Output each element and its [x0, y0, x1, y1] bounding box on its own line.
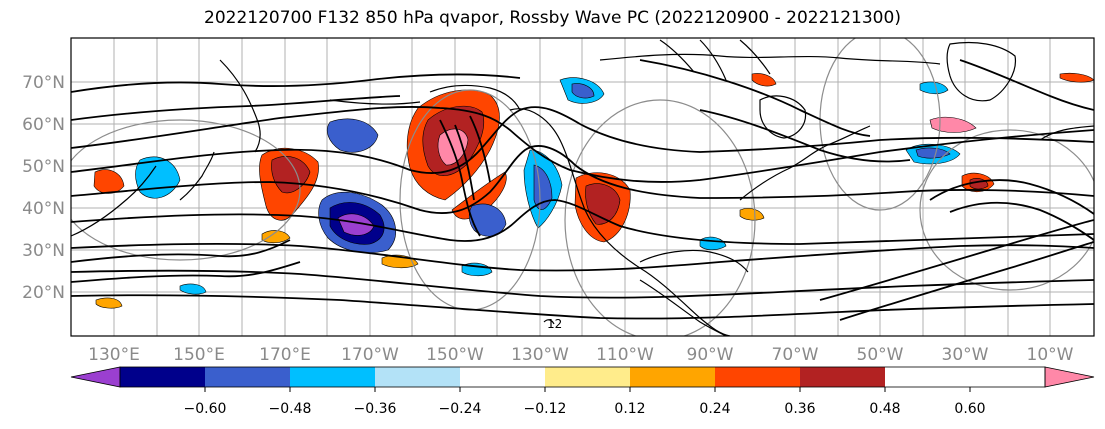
map-frame — [70, 37, 1095, 337]
lon-label: 10°W — [1027, 345, 1074, 365]
anomaly-negative-aleutian — [327, 118, 379, 153]
lon-label: 150°W — [426, 345, 484, 365]
colorbar-segment — [375, 367, 460, 387]
anomaly-positive-asia — [93, 169, 125, 194]
colorbar-segment — [800, 367, 885, 387]
anomaly-positive-gulf — [739, 208, 765, 221]
colorbar-frame — [119, 366, 1046, 388]
colorbar-tick-label: 0.48 — [869, 401, 900, 417]
europe — [1039, 125, 1094, 141]
colorbar-ticks — [204, 387, 971, 392]
anomaly-positive-trop — [95, 297, 123, 309]
colorbar-segment — [290, 367, 375, 387]
anomaly-negative-atlantic-core — [915, 147, 951, 159]
kamchatka — [219, 59, 261, 153]
lon-label: 170°W — [341, 345, 399, 365]
lon-label: 130°W — [511, 345, 569, 365]
arctic-islands — [659, 39, 771, 81]
hudson-bay — [759, 95, 807, 139]
mexico — [639, 279, 727, 336]
colorbar-tick-label: −0.24 — [439, 401, 482, 417]
anomaly-positive-pacific-arm — [451, 171, 507, 220]
longitude-labels: 130°E 150°E 170°E 170°W 150°W 130°W 110°… — [88, 345, 1074, 365]
map-title: 2022120700 F132 850 hPa qvapor, Rossby W… — [204, 8, 901, 28]
lon-label: 130°E — [88, 345, 140, 365]
colorbar-segment — [205, 367, 290, 387]
canada-north — [599, 53, 941, 65]
lon-label: 90°W — [687, 345, 734, 365]
lon-label: 50°W — [857, 345, 904, 365]
coastlines — [71, 39, 1094, 336]
anomaly-positive-subtrop2 — [261, 230, 291, 244]
colorbar-extend-high — [1044, 366, 1095, 388]
colorbar-tick-label: −0.48 — [269, 401, 312, 417]
alaska — [429, 84, 521, 111]
colorbar-tick-label: 0.60 — [954, 401, 985, 417]
anomaly-negative-trop — [179, 283, 207, 295]
contours — [71, 59, 1094, 321]
lon-label: 110°W — [596, 345, 654, 365]
lat-label: 70°N — [22, 73, 65, 93]
lat-label: 50°N — [22, 157, 65, 177]
colorbar-segment — [460, 367, 545, 387]
colorbar-tick-label: −0.36 — [354, 401, 397, 417]
lat-label: 30°N — [22, 241, 65, 261]
colorbar-segment — [715, 367, 800, 387]
contour-label: 12 — [547, 317, 562, 331]
lon-label: 170°E — [259, 345, 311, 365]
lon-label: 150°E — [173, 345, 225, 365]
lat-label: 20°N — [22, 283, 65, 303]
colorbar-tick-label: 0.24 — [699, 401, 730, 417]
aleutian-chain — [329, 99, 421, 105]
lon-label: 70°W — [772, 345, 819, 365]
anomaly-negative-canada-core — [571, 83, 595, 99]
east-asia — [71, 165, 157, 237]
anomaly-positive-arctic — [751, 73, 777, 87]
colorbar-segment — [545, 367, 630, 387]
colorbar-segment — [630, 367, 715, 387]
gulf-coast — [639, 249, 749, 273]
colorbar-tick-label: 0.36 — [784, 401, 815, 417]
north-america-coast — [509, 108, 731, 336]
anomaly-negative-hudson — [919, 81, 949, 95]
lon-label: 30°W — [942, 345, 989, 365]
colorbar-segment — [120, 367, 205, 387]
latitude-labels: 70°N 60°N 50°N 40°N 30°N 20°N — [22, 73, 65, 303]
colorbar-tick-label: −0.12 — [524, 401, 567, 417]
lat-label: 60°N — [22, 115, 65, 135]
map-panel: 12 — [70, 37, 1095, 337]
greenland — [946, 41, 1017, 102]
japan — [179, 151, 215, 201]
colorbar: −0.60 −0.48 −0.36 −0.24 −0.12 0.12 0.24 … — [70, 366, 1095, 417]
colorbar-tick-label: −0.60 — [184, 401, 227, 417]
north-america-east-coast — [739, 125, 871, 201]
hawaii — [543, 319, 555, 325]
colorbar-extend-low — [70, 366, 121, 388]
colorbar-tick-label: 0.12 — [614, 401, 645, 417]
lat-label: 40°N — [22, 199, 65, 219]
